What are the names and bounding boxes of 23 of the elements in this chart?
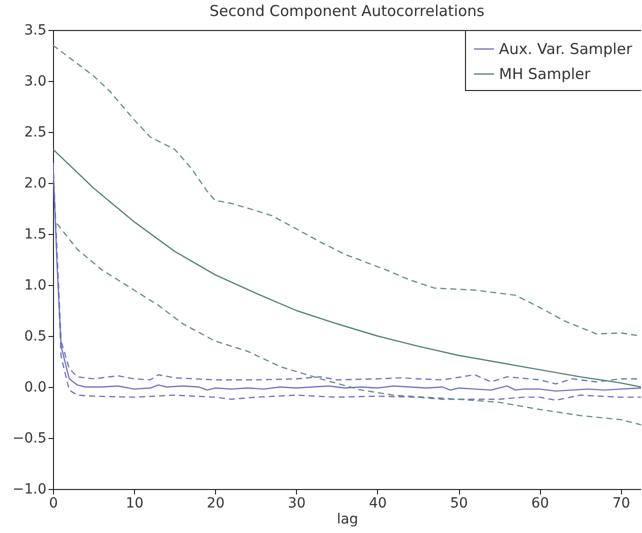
y-tick-label: 2.0 xyxy=(24,176,46,192)
y-tick-label: −1.0 xyxy=(12,482,46,498)
y-tick-label: 1.0 xyxy=(24,278,46,294)
x-tick-label: 50 xyxy=(450,496,468,512)
x-tick-label: 60 xyxy=(531,496,550,512)
chart-title: Second Component Autocorrelations xyxy=(210,2,485,20)
x-tick-label: 30 xyxy=(288,496,306,512)
x-tick-label: 10 xyxy=(126,496,144,512)
y-tick-label: 3.5 xyxy=(24,22,46,38)
y-tick-label: 0.0 xyxy=(24,380,46,396)
y-tick-label: 1.5 xyxy=(24,226,46,242)
x-axis-title: lag xyxy=(336,512,358,528)
x-tick-label: 0 xyxy=(49,496,58,512)
y-tick-label: 3.0 xyxy=(24,74,46,90)
y-tick-label: 2.5 xyxy=(24,124,46,140)
line-series xyxy=(56,223,641,426)
x-tick-label: 20 xyxy=(206,496,225,512)
x-tick-label: 40 xyxy=(369,496,387,512)
legend-label: Aux. Var. Sampler xyxy=(499,40,634,58)
y-tick-label: 0.5 xyxy=(24,328,46,344)
x-tick-label: 70 xyxy=(612,496,630,512)
y-tick-label: −0.5 xyxy=(12,430,46,446)
legend-label: MH Sampler xyxy=(499,65,592,83)
